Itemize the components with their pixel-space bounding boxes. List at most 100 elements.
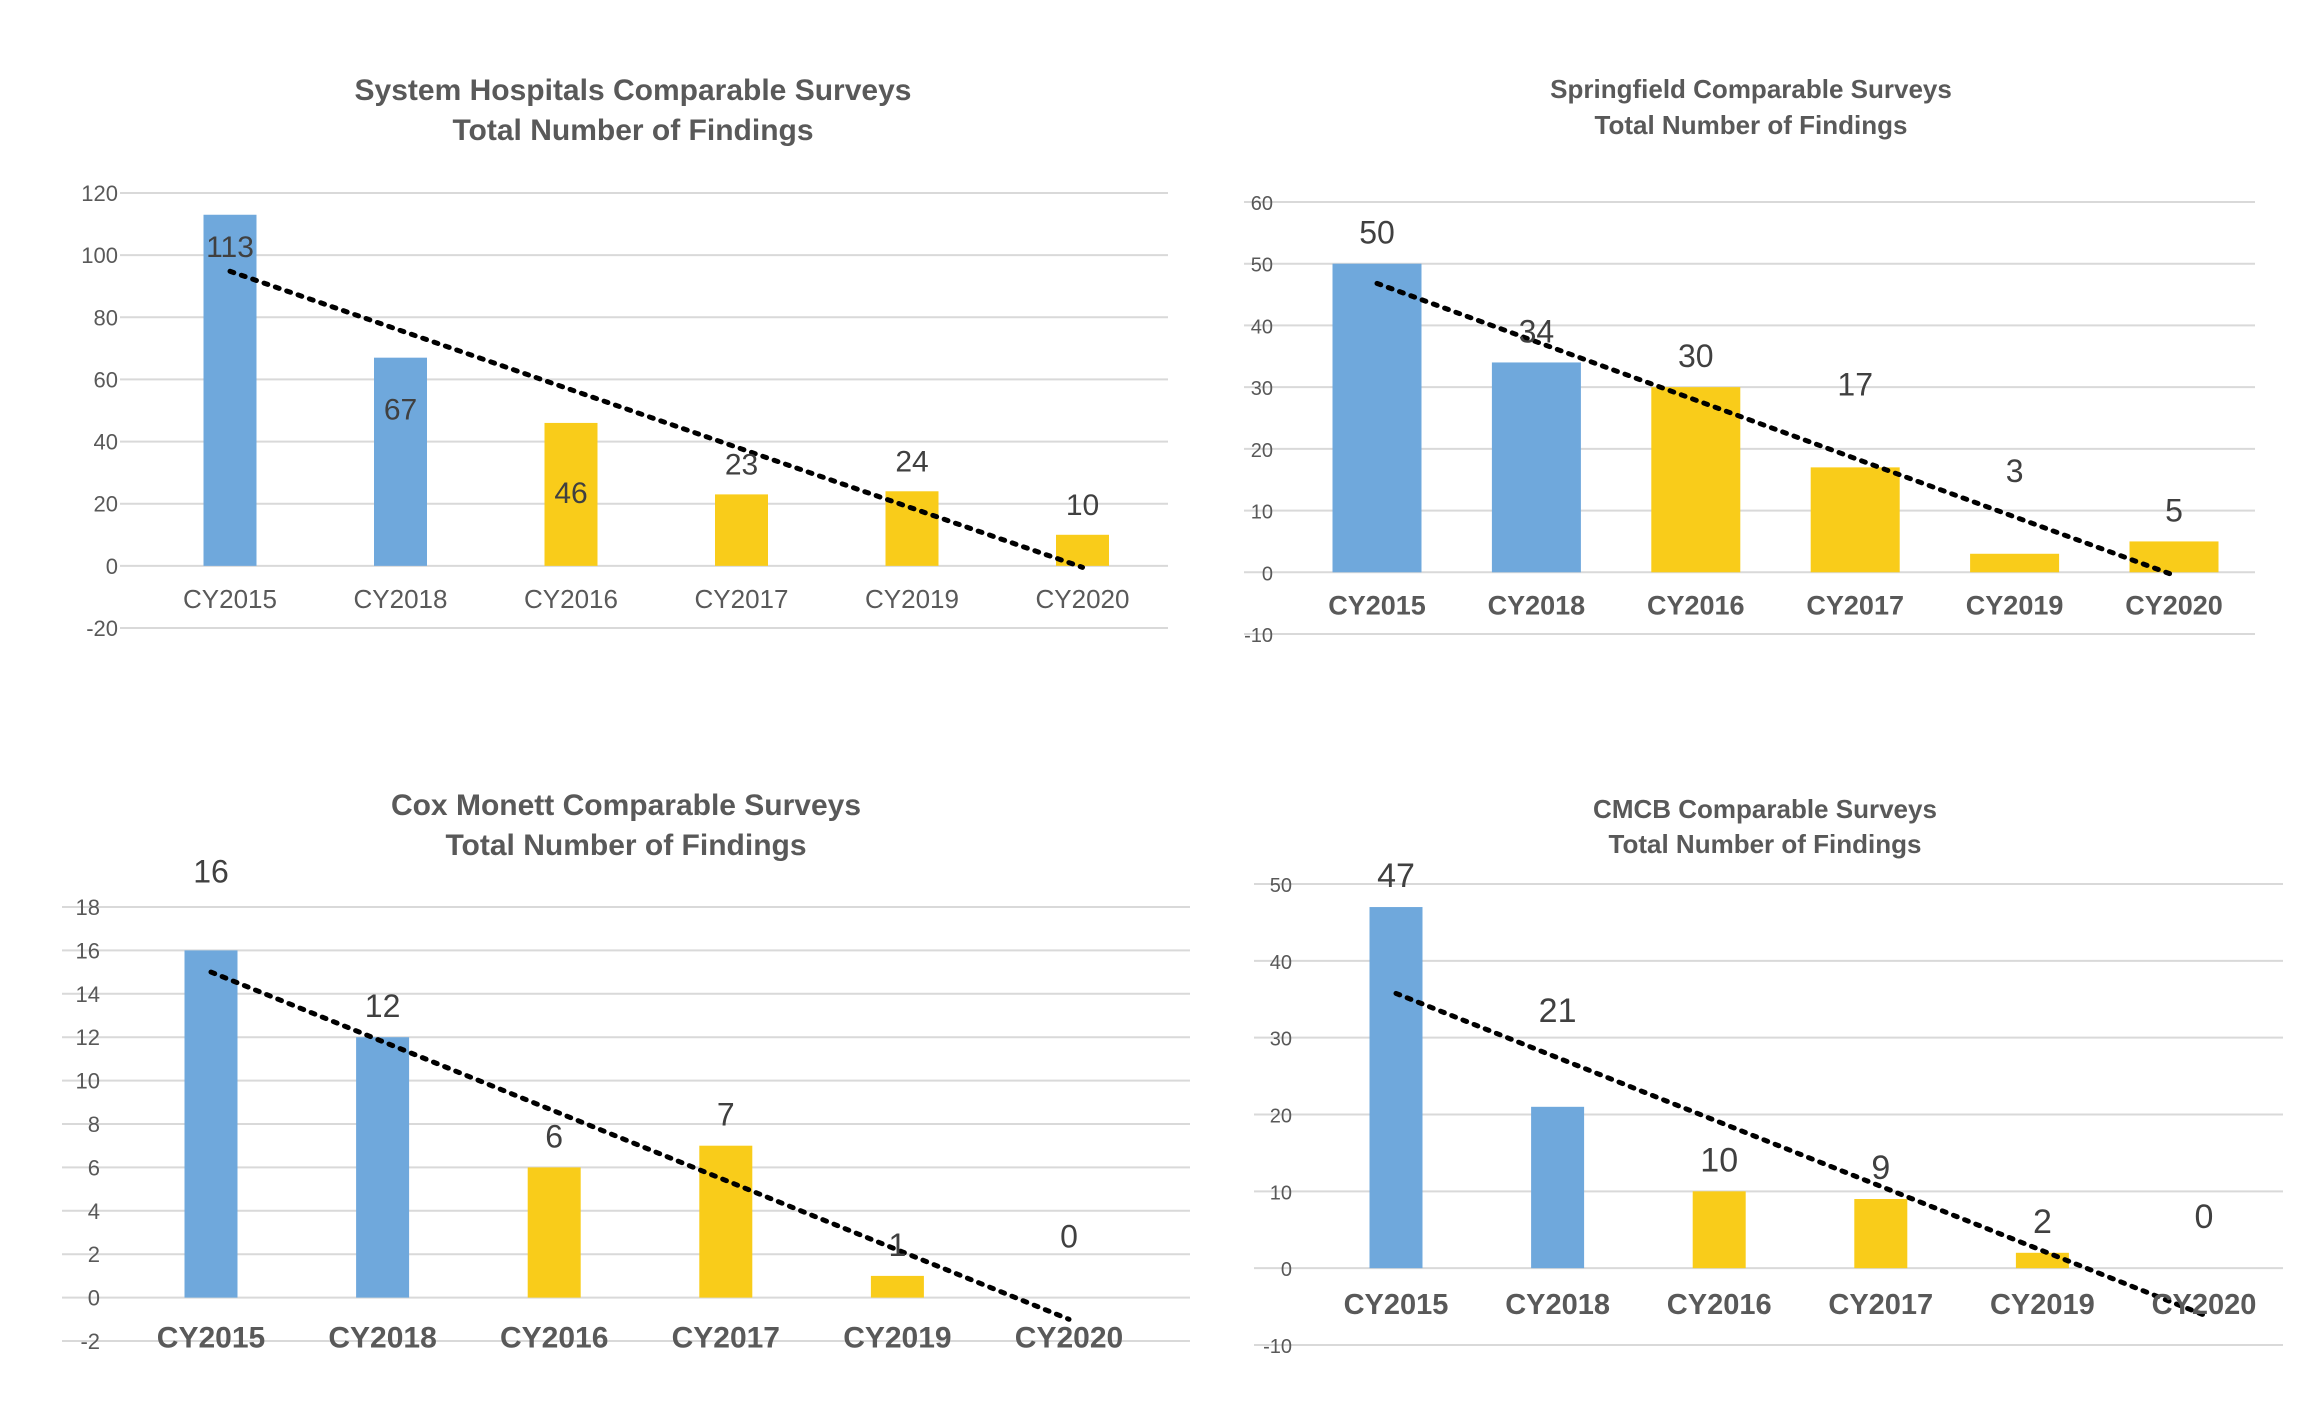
bar-cy2015 (1332, 263, 1422, 573)
x-tick-label: CY2015 (183, 584, 277, 614)
y-tick-label: 0 (88, 1286, 100, 1311)
data-label-cy2015: 47 (1377, 857, 1415, 895)
bar-cy2020 (1056, 534, 1109, 566)
data-label-cy2020: 5 (2165, 492, 2183, 528)
x-tick-label: CY2016 (1647, 590, 1745, 620)
y-tick-label: 12 (76, 1025, 100, 1050)
bar-cy2020 (2129, 541, 2219, 573)
y-tick-label: 50 (1270, 875, 1292, 897)
x-tick-label: CY2020 (2125, 590, 2223, 620)
bar-cy2016 (1651, 387, 1741, 573)
trendline (1393, 990, 2207, 1318)
x-tick-label: CY2019 (1990, 1289, 2095, 1321)
data-label-cy2016: 30 (1678, 338, 1714, 374)
y-tick-label: 6 (88, 1155, 100, 1180)
y-tick-label: 14 (76, 982, 100, 1007)
y-tick-label: 20 (1251, 440, 1273, 462)
data-label-cy2020: 0 (1060, 1219, 1078, 1255)
y-tick-label: 0 (1281, 1259, 1292, 1281)
x-tick-label: CY2016 (524, 584, 618, 614)
bar-cy2015 (203, 214, 257, 566)
x-tick-label: CY2019 (865, 584, 959, 614)
chart-3-title-line-2: Total Number of Findings (445, 829, 806, 862)
x-tick-label: CY2017 (1828, 1289, 1933, 1321)
chart-4: CMCB Comparable Surveys Total Number of F… (1254, 794, 2283, 1358)
data-label-cy2016: 6 (545, 1118, 563, 1154)
data-label-cy2018: 34 (1519, 313, 1555, 349)
y-tick-label: 8 (88, 1112, 100, 1137)
x-tick-label: CY2019 (1966, 590, 2064, 620)
bar-cy2016 (1692, 1191, 1746, 1269)
data-label-cy2017: 9 (1871, 1149, 1890, 1187)
x-tick-label: CY2017 (672, 1322, 780, 1355)
bar-cy2018 (1531, 1106, 1585, 1269)
chart-4-title-line-1: CMCB Comparable Surveys (1593, 794, 1937, 824)
y-tick-label: 30 (1251, 378, 1273, 400)
trendline (227, 268, 1085, 570)
x-tick-label: CY2017 (1806, 590, 1904, 620)
x-tick-label: CY2018 (354, 584, 448, 614)
y-tick-label: 2 (88, 1242, 100, 1267)
data-label-cy2018: 12 (365, 988, 401, 1024)
bar-cy2019 (1970, 553, 2060, 573)
y-tick-label: 20 (1270, 1106, 1292, 1128)
chart-2: Springfield Comparable Surveys Total Numb… (1244, 74, 2255, 647)
data-label-cy2018: 67 (384, 394, 417, 427)
bar-cy2017 (715, 494, 768, 566)
chart-3-title-line-1: Cox Monett Comparable Surveys (391, 789, 861, 822)
bar-cy2017 (1854, 1199, 1908, 1269)
chart-1-title-line-2: Total Number of Findings (452, 114, 813, 147)
x-tick-label: CY2015 (1328, 590, 1426, 620)
x-tick-label: CY2020 (2152, 1289, 2257, 1321)
x-tick-label: CY2019 (843, 1322, 951, 1355)
bar-cy2019 (870, 1275, 924, 1298)
y-tick-label: -20 (86, 616, 118, 641)
chart-4-title-line-2: Total Number of Findings (1609, 829, 1922, 859)
y-tick-label: 40 (1251, 316, 1273, 338)
bar-cy2017 (1810, 467, 1900, 573)
data-label-cy2017: 23 (725, 448, 758, 481)
chart-2-title-line-2: Total Number of Findings (1595, 110, 1908, 140)
data-label-cy2016: 10 (1700, 1141, 1738, 1179)
y-tick-label: 60 (94, 367, 118, 392)
bar-cy2019 (885, 491, 939, 566)
x-tick-label: CY2015 (157, 1322, 265, 1355)
x-tick-label: CY2018 (1488, 590, 1586, 620)
y-tick-label: 40 (1270, 952, 1292, 974)
y-tick-label: 60 (1251, 193, 1273, 215)
y-tick-label: 120 (81, 181, 118, 206)
data-label-cy2019: 2 (2033, 1203, 2052, 1241)
trendline (1374, 280, 2177, 578)
y-tick-label: 16 (76, 938, 100, 963)
chart-1-title-line-1: System Hospitals Comparable Surveys (355, 74, 912, 107)
data-label-cy2019: 24 (895, 445, 928, 478)
bar-cy2019 (2015, 1252, 2069, 1269)
x-tick-label: CY2016 (1667, 1289, 1772, 1321)
chart-3: Cox Monett Comparable Surveys Total Numbe… (62, 789, 1190, 1355)
x-tick-label: CY2015 (1344, 1289, 1449, 1321)
y-tick-label: -10 (1263, 1336, 1292, 1358)
data-label-cy2020: 0 (2195, 1198, 2214, 1236)
x-tick-label: CY2018 (1505, 1289, 1610, 1321)
y-tick-label: 100 (81, 243, 118, 268)
x-tick-label: CY2016 (500, 1322, 608, 1355)
y-tick-label: 10 (1251, 502, 1273, 524)
y-tick-label: -10 (1244, 625, 1273, 647)
y-tick-label: 50 (1251, 255, 1273, 277)
x-tick-label: CY2017 (695, 584, 789, 614)
data-label-cy2015: 113 (206, 231, 254, 264)
y-tick-label: 20 (94, 492, 118, 517)
y-tick-label: 4 (88, 1199, 100, 1224)
data-label-cy2020: 10 (1066, 489, 1099, 522)
y-tick-label: 18 (76, 895, 100, 920)
y-tick-label: 40 (94, 430, 118, 455)
bar-cy2018 (1491, 362, 1581, 573)
trendline (208, 969, 1072, 1322)
data-label-cy2017: 7 (717, 1097, 735, 1133)
y-tick-label: 10 (1270, 1182, 1292, 1204)
data-label-cy2017: 17 (1837, 366, 1873, 402)
y-tick-label: 80 (94, 305, 118, 330)
data-label-cy2019: 1 (889, 1227, 907, 1263)
x-tick-label: CY2020 (1015, 1322, 1123, 1355)
